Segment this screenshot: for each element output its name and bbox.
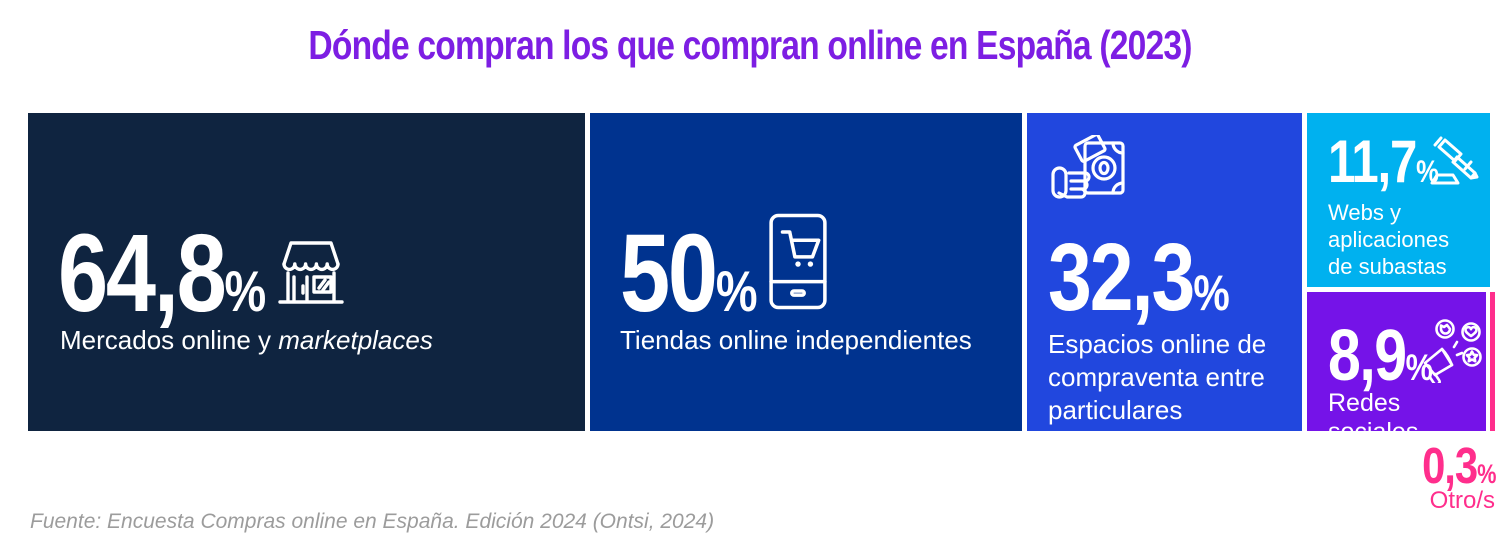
- megaphone-social-icon: [1421, 319, 1483, 383]
- block-compraventa-particulares: 32,3% Espacios online de compraventa ent…: [1027, 113, 1302, 431]
- block-redes-sociales: 8,9% Redes sociales: [1307, 292, 1486, 446]
- percent-sign: %: [1193, 265, 1230, 321]
- value-tiendas-online: 50%: [620, 212, 758, 335]
- value-compraventa-particulares: 32,3%: [1048, 224, 1230, 331]
- value-webs-subastas: 11,7%: [1328, 128, 1439, 195]
- label-mercados-online: Mercados online y marketplaces: [60, 325, 433, 355]
- percent-sign: %: [224, 260, 267, 324]
- block-mercados-online: 64,8% Mercados online y marketplaces: [28, 113, 585, 431]
- cash-hand-icon: [1047, 135, 1127, 209]
- source-note: Fuente: Encuesta Compras online en Españ…: [30, 510, 715, 533]
- label-marketplaces-italic: marketplaces: [278, 325, 433, 355]
- value-redes-sociales: 8,9%: [1328, 316, 1433, 396]
- block-tiendas-online: 50% Tiendas online independientes: [590, 113, 1022, 431]
- label-tiendas-online: Tiendas online independientes: [620, 325, 972, 355]
- gavel-icon: [1427, 136, 1479, 188]
- percent-sign: %: [1476, 459, 1496, 489]
- percent-sign: %: [715, 260, 758, 324]
- label-webs-subastas: Webs y aplicaciones de subastas: [1328, 200, 1450, 279]
- value-mercados-online: 64,8%: [58, 212, 267, 335]
- label-otros: Otro/s: [1429, 487, 1495, 514]
- value-otros: 0,3%: [1421, 437, 1496, 494]
- label-redes-sociales: Redes sociales: [1328, 389, 1419, 446]
- block-webs-subastas: 11,7% Webs y aplicaciones de subastas: [1307, 113, 1490, 287]
- block-otros-strip: [1490, 292, 1495, 431]
- smartphone-cart-icon: [768, 212, 828, 311]
- chart-title: Dónde compran los que compran online en …: [308, 22, 1192, 68]
- storefront-icon: [270, 235, 352, 313]
- label-compraventa-particulares: Espacios online de compraventa entre par…: [1048, 329, 1267, 425]
